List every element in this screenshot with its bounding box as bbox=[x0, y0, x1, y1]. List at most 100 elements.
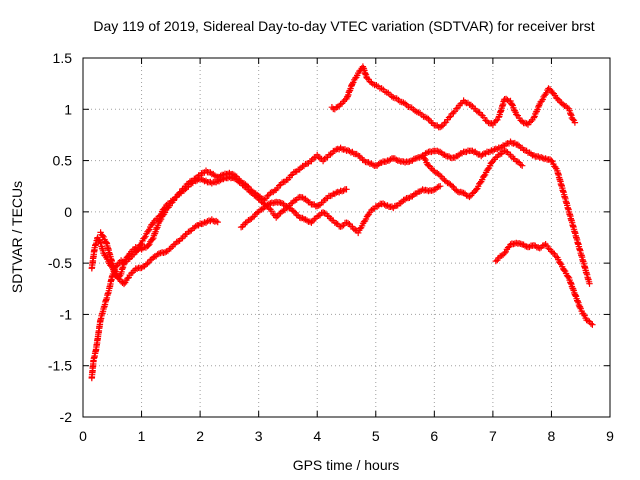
y-tick-label: -1 bbox=[60, 306, 73, 322]
y-tick-label: 1.5 bbox=[53, 50, 73, 66]
data-point bbox=[467, 101, 475, 109]
data-point bbox=[199, 176, 207, 184]
data-point bbox=[161, 249, 169, 256]
data-point bbox=[564, 273, 572, 280]
data-point bbox=[530, 114, 538, 121]
data-point bbox=[526, 243, 533, 251]
data-point bbox=[463, 148, 470, 156]
data-point bbox=[450, 109, 457, 117]
data-point bbox=[554, 95, 561, 102]
data-point bbox=[150, 254, 157, 261]
data-point bbox=[273, 214, 280, 221]
data-point bbox=[461, 99, 469, 106]
data-point bbox=[133, 248, 140, 255]
data-point bbox=[437, 172, 444, 179]
data-point bbox=[542, 155, 549, 162]
data-point bbox=[240, 182, 248, 190]
data-point bbox=[186, 228, 194, 235]
data-point bbox=[478, 111, 485, 118]
data-point bbox=[278, 208, 286, 215]
data-point bbox=[344, 219, 352, 227]
data-point bbox=[264, 192, 271, 200]
data-point bbox=[343, 186, 350, 193]
chart-title: Day 119 of 2019, Sidereal Day-to-day VTE… bbox=[93, 18, 594, 34]
data-point bbox=[211, 172, 218, 179]
data-point bbox=[290, 208, 297, 215]
data-point bbox=[486, 148, 494, 155]
data-point bbox=[574, 298, 581, 305]
series-arc-5 bbox=[328, 63, 579, 131]
data-point bbox=[523, 120, 530, 127]
x-axis-label: GPS time / hours bbox=[293, 457, 400, 473]
data-point bbox=[451, 154, 458, 161]
data-point bbox=[120, 259, 128, 266]
data-point bbox=[363, 74, 371, 82]
data-point bbox=[213, 217, 220, 225]
data-point bbox=[192, 223, 199, 230]
data-point bbox=[99, 232, 106, 239]
y-tick-label: 0.5 bbox=[53, 153, 73, 169]
data-point bbox=[423, 149, 431, 156]
data-point bbox=[249, 213, 256, 221]
plot-frame bbox=[82, 57, 611, 418]
data-point bbox=[542, 91, 549, 98]
data-point bbox=[527, 118, 535, 125]
data-point bbox=[120, 280, 128, 288]
data-point bbox=[580, 311, 587, 318]
data-point bbox=[458, 150, 466, 157]
data-point bbox=[535, 103, 542, 111]
data-point bbox=[137, 241, 144, 248]
data-point bbox=[495, 151, 502, 159]
data-point bbox=[437, 183, 444, 190]
data-point bbox=[149, 221, 156, 228]
data-point bbox=[535, 153, 542, 160]
data-point bbox=[327, 151, 334, 158]
data-point bbox=[270, 210, 277, 218]
data-point bbox=[314, 213, 321, 220]
data-point bbox=[255, 196, 262, 203]
data-point bbox=[545, 245, 552, 252]
data-point bbox=[434, 147, 441, 154]
data-point bbox=[226, 173, 233, 181]
data-point bbox=[504, 96, 511, 104]
series-arc-7 bbox=[492, 239, 596, 328]
data-point bbox=[214, 218, 221, 226]
x-tick-label: 2 bbox=[196, 428, 204, 444]
data-point bbox=[199, 220, 207, 227]
data-point bbox=[421, 155, 428, 162]
data-point bbox=[180, 187, 188, 194]
data-point bbox=[387, 156, 394, 163]
data-point bbox=[267, 189, 274, 197]
data-point bbox=[349, 80, 356, 88]
data-point bbox=[466, 193, 473, 201]
data-point bbox=[194, 177, 201, 184]
data-point bbox=[375, 160, 382, 168]
data-point bbox=[484, 165, 492, 173]
data-point bbox=[213, 179, 220, 186]
data-point bbox=[338, 223, 346, 230]
data-point bbox=[384, 202, 391, 209]
y-tick-label: -0.5 bbox=[48, 255, 72, 271]
data-point bbox=[587, 320, 595, 327]
data-point bbox=[567, 279, 574, 287]
data-point bbox=[134, 265, 141, 272]
data-point bbox=[336, 189, 343, 196]
data-point bbox=[520, 146, 527, 153]
x-tick-label: 8 bbox=[548, 428, 556, 444]
data-point bbox=[540, 242, 548, 249]
data-point bbox=[560, 266, 568, 274]
x-tick-label: 9 bbox=[606, 428, 614, 444]
data-point bbox=[492, 117, 499, 125]
x-tick-label: 3 bbox=[255, 428, 263, 444]
data-point bbox=[448, 182, 456, 190]
data-point bbox=[154, 251, 161, 258]
series-arc-6 bbox=[419, 147, 526, 201]
data-point bbox=[378, 159, 385, 166]
data-point bbox=[299, 194, 306, 201]
data-point bbox=[169, 197, 176, 204]
grid-lines bbox=[83, 58, 610, 417]
data-point bbox=[368, 206, 375, 214]
data-point bbox=[576, 304, 584, 311]
y-tick-label: 1 bbox=[64, 101, 72, 117]
series-arc-2 bbox=[88, 173, 350, 282]
